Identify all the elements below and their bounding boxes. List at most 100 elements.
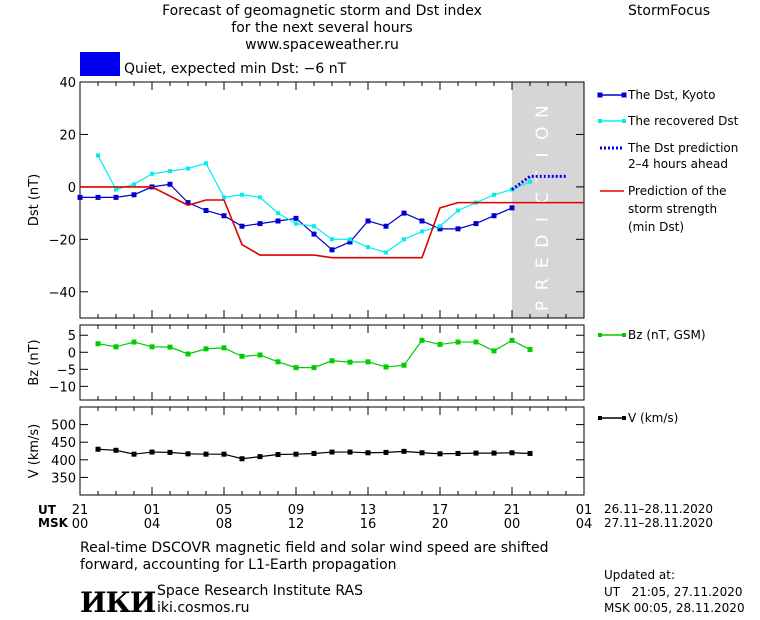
ut-date-range: 26.11–28.11.2020 — [604, 502, 714, 516]
series-point — [311, 450, 317, 456]
series-point — [509, 450, 515, 456]
series-point — [114, 187, 118, 192]
series-point — [204, 161, 208, 166]
ut-tick-label: 21 — [504, 503, 521, 518]
series-point — [491, 450, 497, 456]
prediction-label-letter: I — [533, 217, 553, 222]
legend-label: The Dst prediction — [627, 141, 738, 155]
legend-marker — [598, 119, 602, 123]
series-point — [347, 449, 353, 455]
legend-label: 2–4 hours ahead — [628, 157, 728, 171]
series-point — [311, 365, 317, 371]
series-point — [167, 344, 173, 350]
y-tick-label: −5 — [57, 363, 76, 378]
series-point — [275, 359, 281, 365]
legend-marker — [598, 416, 602, 420]
series-point — [402, 237, 406, 242]
legend-label: Bz (nT, GSM) — [628, 328, 706, 342]
y-tick-label: 500 — [51, 419, 76, 434]
series-point — [113, 447, 119, 453]
prediction-label-letter: T — [533, 171, 553, 183]
msk-tick-label: 20 — [432, 517, 449, 532]
ut-tick-label: 01 — [144, 503, 161, 518]
msk-tick-label: 00 — [504, 517, 521, 532]
footer-note-line2: forward, accounting for L1-Earth propaga… — [80, 557, 397, 573]
series-point — [275, 218, 281, 224]
iki-logo: ИКИ — [80, 586, 156, 619]
legend-marker — [598, 333, 602, 337]
series-point — [257, 221, 263, 227]
footer-note-line1: Real-time DSCOVR magnetic field and sola… — [80, 540, 549, 556]
series-point — [203, 207, 209, 213]
series-point — [455, 226, 461, 232]
series-point — [275, 452, 281, 458]
series-point — [509, 205, 515, 211]
series-point — [96, 153, 100, 158]
prediction-label-letter: P — [533, 301, 553, 311]
y-tick-label: 0 — [68, 346, 76, 361]
series-point — [185, 451, 191, 457]
prediction-label-letter: O — [533, 127, 553, 140]
y-axis-label: V (km/s) — [27, 424, 42, 479]
y-tick-label: −40 — [49, 286, 76, 301]
series-point — [401, 448, 407, 454]
series-point — [95, 341, 101, 347]
series-point — [77, 194, 83, 200]
series-point — [185, 351, 191, 357]
series-point — [491, 213, 497, 219]
series-point — [330, 237, 334, 242]
series-point — [293, 215, 299, 221]
series-point — [239, 456, 245, 462]
series-point — [365, 218, 371, 224]
institute-site[interactable]: iki.cosmos.ru — [157, 600, 250, 616]
series-point — [384, 250, 388, 255]
series-point — [473, 221, 479, 227]
series-point — [329, 449, 335, 455]
series-point — [185, 200, 191, 206]
series-point — [437, 226, 443, 232]
series-point — [383, 364, 389, 370]
series-point — [365, 450, 371, 456]
legend-marker — [621, 92, 627, 98]
prediction-label-letter: N — [533, 105, 553, 118]
series-point — [167, 181, 173, 187]
y-tick-label: 350 — [51, 471, 76, 486]
legend-label: Prediction of the — [628, 184, 727, 198]
series-point — [509, 337, 515, 343]
series-point — [419, 450, 425, 456]
source-url[interactable]: www.spaceweather.ru — [245, 37, 399, 53]
series-point — [293, 451, 299, 457]
series-point — [203, 451, 209, 457]
series-point — [221, 213, 227, 219]
series-point — [167, 449, 173, 455]
msk-date-range: 27.11–28.11.2020 — [604, 516, 714, 530]
series-point — [113, 344, 119, 350]
prediction-label-letter: D — [533, 235, 553, 248]
series-point — [383, 223, 389, 229]
series-point — [240, 192, 244, 197]
series-point — [276, 211, 280, 216]
legend-label: The recovered Dst — [627, 114, 739, 128]
legend-label: V (km/s) — [628, 411, 678, 425]
series-point — [527, 347, 533, 353]
status-color-swatch — [80, 52, 120, 76]
y-tick-label: 0 — [68, 181, 76, 196]
series-point — [203, 346, 209, 352]
series-point — [258, 195, 262, 200]
legend-marker — [597, 92, 603, 98]
series-point — [257, 352, 263, 358]
institute-name: Space Research Institute RAS — [157, 583, 363, 599]
series-point — [492, 192, 496, 197]
updated-ut: UT 21:05, 27.11.2020 — [604, 585, 743, 599]
y-tick-label: 40 — [59, 76, 76, 91]
series-line — [80, 186, 584, 259]
y-tick-label: −10 — [49, 380, 76, 395]
series-point — [329, 247, 335, 253]
panel-frame — [79, 81, 585, 319]
series-point — [221, 451, 227, 457]
y-axis-label: Dst (nT) — [27, 174, 42, 226]
series-point — [168, 169, 172, 174]
y-tick-label: 5 — [68, 329, 76, 344]
legend-label: storm strength — [628, 202, 717, 216]
legend-label: (min Dst) — [628, 220, 684, 234]
